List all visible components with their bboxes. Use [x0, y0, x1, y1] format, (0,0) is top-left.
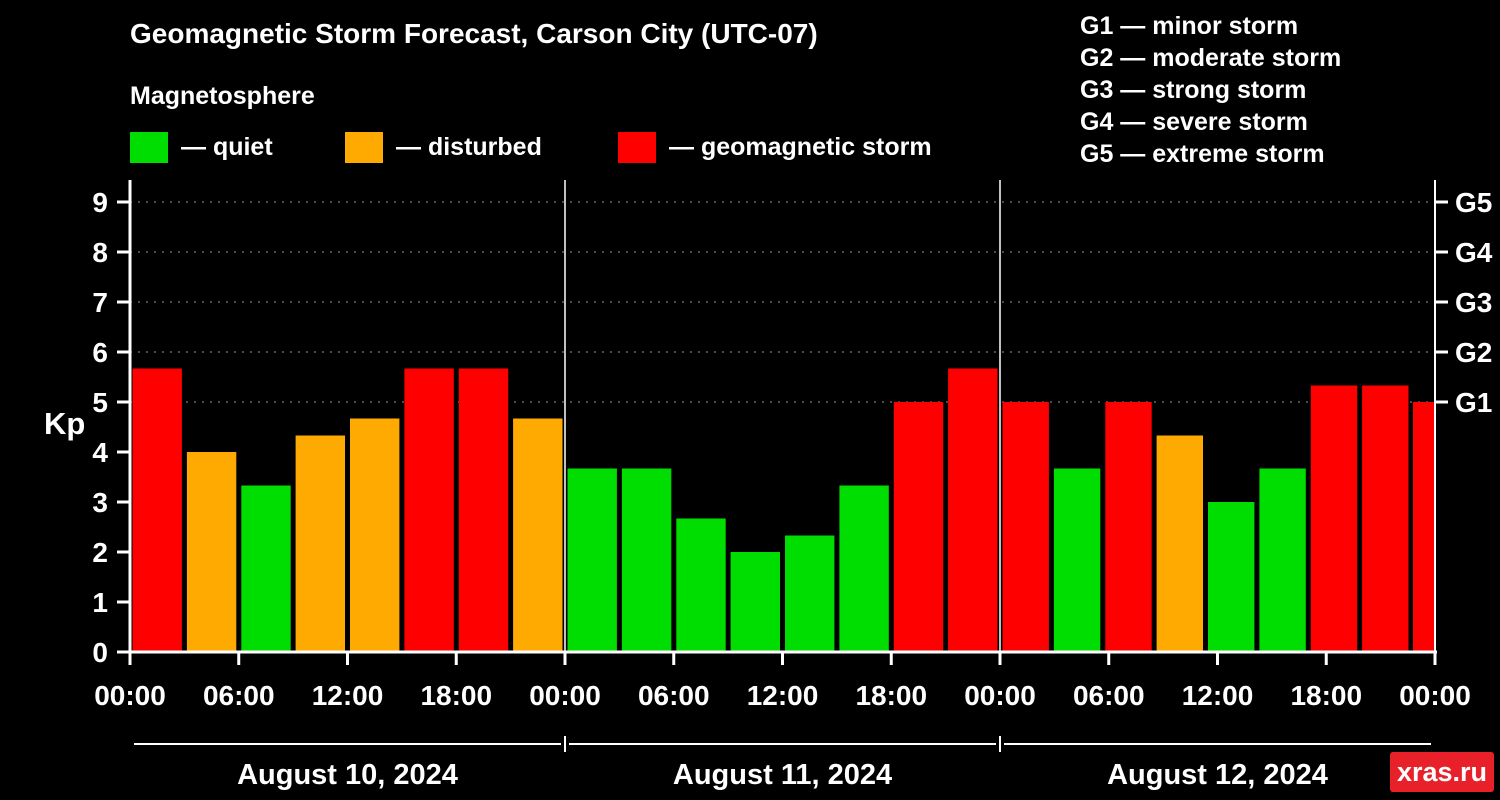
- kp-bar: [350, 418, 400, 652]
- time-tick-label: 00:00: [964, 680, 1036, 711]
- disturbed-swatch-icon: [345, 132, 383, 163]
- time-tick-label: 18:00: [420, 680, 492, 711]
- kp-bar: [458, 368, 509, 652]
- g-scale-item-g4: G4 — severe storm: [1080, 108, 1308, 136]
- page-subtitle: Magnetosphere: [130, 82, 315, 110]
- legend-item-storm: — geomagnetic storm: [618, 132, 932, 163]
- kp-bar: [295, 435, 345, 652]
- y-tick-label: 7: [92, 287, 108, 318]
- time-tick-label: 12:00: [747, 680, 819, 711]
- y-tick-label: 5: [92, 387, 108, 418]
- kp-bar: [241, 485, 291, 652]
- kp-bar: [730, 552, 780, 652]
- storm-swatch-icon: [618, 132, 656, 163]
- y-tick-label: 3: [92, 487, 108, 518]
- g-scale-label: G1: [1455, 387, 1492, 418]
- g-scale-label: G3: [1455, 287, 1492, 318]
- time-tick-label: 12:00: [312, 680, 384, 711]
- g-scale-item-g2: G2 — moderate storm: [1080, 44, 1342, 72]
- y-tick-label: 6: [92, 337, 108, 368]
- page-title: Geomagnetic Storm Forecast, Carson City …: [130, 18, 818, 49]
- kp-bar: [1105, 402, 1152, 652]
- kp-bar: [1053, 468, 1101, 652]
- time-tick-label: 18:00: [1290, 680, 1362, 711]
- kp-bar: [567, 468, 617, 652]
- kp-bar: [1156, 435, 1203, 652]
- kp-bar: [513, 418, 563, 652]
- kp-bar: [621, 468, 672, 652]
- y-tick-label: 0: [92, 637, 108, 668]
- kp-bar: [1362, 385, 1409, 652]
- legend-label-storm: — geomagnetic storm: [669, 133, 932, 161]
- y-tick-label: 1: [92, 587, 108, 618]
- g-scale-item-g1: G1 — minor storm: [1080, 12, 1299, 40]
- y-tick-label: 4: [92, 437, 108, 468]
- kp-bar: [1002, 402, 1049, 652]
- legend-item-quiet: — quiet: [130, 132, 273, 163]
- g-scale-label: G5: [1455, 187, 1492, 218]
- time-tick-label: 12:00: [1182, 680, 1254, 711]
- y-axis-title: Kp: [44, 406, 85, 441]
- xras-watermark: xras.ru: [1390, 752, 1494, 792]
- kp-bar: [893, 402, 944, 652]
- kp-bar: [676, 518, 726, 652]
- kp-bar-partial: [1413, 402, 1435, 652]
- time-tick-label: 06:00: [203, 680, 275, 711]
- time-tick-label: 06:00: [638, 680, 710, 711]
- g-scale-label: G4: [1455, 237, 1493, 268]
- g-scale-item-g5: G5 — extreme storm: [1080, 140, 1325, 168]
- time-tick-label: 00:00: [94, 680, 166, 711]
- kp-bar: [785, 535, 835, 652]
- date-label: August 11, 2024: [673, 759, 892, 791]
- time-tick-label: 00:00: [1399, 680, 1471, 711]
- g-scale-label: G2: [1455, 337, 1492, 368]
- kp-bar: [404, 368, 454, 652]
- y-tick-label: 8: [92, 237, 108, 268]
- kp-bar: [1259, 468, 1306, 652]
- date-label: August 10, 2024: [237, 759, 458, 791]
- g-scale-legend: G1 — minor storm G2 — moderate storm G3 …: [1080, 10, 1341, 170]
- quiet-swatch-icon: [130, 132, 168, 163]
- legend-label-disturbed: — disturbed: [396, 133, 542, 161]
- y-tick-label: 2: [92, 537, 108, 568]
- kp-bar: [1310, 385, 1358, 652]
- legend-label-quiet: — quiet: [181, 133, 273, 161]
- kp-bar: [839, 485, 889, 652]
- kp-bar: [1208, 502, 1255, 652]
- kp-bar: [186, 452, 237, 652]
- time-tick-label: 06:00: [1073, 680, 1145, 711]
- g-scale-item-g3: G3 — strong storm: [1080, 76, 1307, 104]
- legend-item-disturbed: — disturbed: [345, 132, 542, 163]
- time-tick-label: 00:00: [529, 680, 601, 711]
- date-label: August 12, 2024: [1107, 759, 1328, 791]
- kp-bar: [132, 368, 182, 652]
- kp-bar: [948, 368, 998, 652]
- time-tick-label: 18:00: [855, 680, 927, 711]
- y-tick-label: 9: [92, 187, 108, 218]
